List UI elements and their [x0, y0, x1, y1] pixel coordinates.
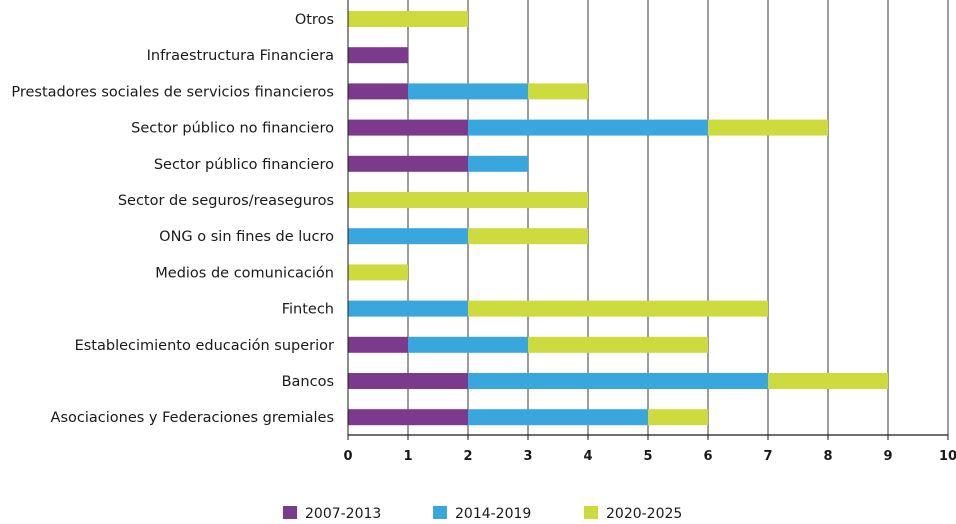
- bar-2014-2019-3: [468, 119, 708, 136]
- x-tick-label: 8: [823, 449, 832, 464]
- category-label: Asociaciones y Federaciones gremiales: [51, 410, 334, 426]
- legend-swatch-2007-2013: [283, 506, 297, 519]
- bar-2007-2013-11: [348, 409, 468, 426]
- category-label: Sector de seguros/reaseguros: [118, 193, 334, 209]
- bar-2020-2025-11: [648, 409, 708, 426]
- bar-2007-2013-10: [348, 373, 468, 389]
- bar-2007-2013-3: [348, 119, 468, 136]
- gridlines: [407, 0, 949, 435]
- bars: [348, 11, 888, 426]
- bar-2020-2025-9: [528, 336, 708, 353]
- bar-2020-2025-10: [768, 373, 888, 389]
- category-label: Bancos: [282, 374, 334, 390]
- x-tick-label: 10: [939, 449, 956, 464]
- bar-2014-2019-4: [468, 155, 528, 172]
- bar-2020-2025-8: [468, 300, 768, 317]
- legend-swatch-2014-2019: [433, 506, 447, 519]
- category-label: Sector público no financiero: [131, 121, 334, 137]
- bar-2014-2019-2: [408, 83, 528, 100]
- x-tick-label: 3: [523, 449, 532, 464]
- bar-2020-2025-6: [468, 228, 588, 245]
- bar-2007-2013-1: [348, 47, 408, 64]
- category-label: Otros: [295, 12, 334, 28]
- legend: 2007-2013 2014-2019 2020-2025: [283, 506, 682, 522]
- x-tick-label: 1: [403, 449, 412, 464]
- category-label: Medios de comunicación: [155, 265, 334, 281]
- legend-label: 2020-2025: [606, 506, 682, 522]
- bar-2007-2013-4: [348, 155, 468, 172]
- bar-2020-2025-7: [348, 264, 408, 281]
- bar-2014-2019-6: [348, 228, 468, 245]
- bar-2020-2025-3: [708, 119, 828, 136]
- category-labels: Otros Infraestructura Financiera Prestador…: [11, 12, 334, 426]
- bar-2014-2019-11: [468, 409, 648, 426]
- x-axis: 0 1 2 3 4 5 6 7 8 9 10: [343, 0, 956, 464]
- bar-2014-2019-10: [468, 373, 768, 389]
- bar-2020-2025-5: [348, 192, 588, 208]
- x-tick-label: 2: [463, 449, 472, 464]
- category-label: ONG o sin fines de lucro: [159, 229, 334, 245]
- category-label: Sector público financiero: [154, 157, 334, 173]
- legend-label: 2007-2013: [305, 506, 381, 522]
- bar-2014-2019-9: [408, 336, 528, 353]
- x-tick-label: 0: [343, 449, 352, 464]
- bar-2014-2019-8: [348, 300, 468, 317]
- bar-2020-2025-0: [348, 11, 468, 27]
- category-label: Prestadores sociales de servicios financ…: [11, 84, 334, 100]
- category-label: Fintech: [282, 302, 334, 318]
- bar-2007-2013-9: [348, 336, 408, 353]
- legend-label: 2014-2019: [455, 506, 531, 522]
- x-tick-label: 5: [643, 449, 652, 464]
- bar-2007-2013-2: [348, 83, 408, 100]
- legend-swatch-2020-2025: [584, 506, 598, 519]
- category-label: Establecimiento educación superior: [75, 338, 334, 354]
- x-tick-label: 9: [883, 449, 892, 464]
- bar-2020-2025-2: [528, 83, 588, 100]
- x-tick-label: 7: [763, 449, 772, 464]
- x-tick-label: 4: [583, 449, 592, 464]
- x-tick-label: 6: [703, 449, 712, 464]
- category-label: Infraestructura Financiera: [147, 48, 334, 64]
